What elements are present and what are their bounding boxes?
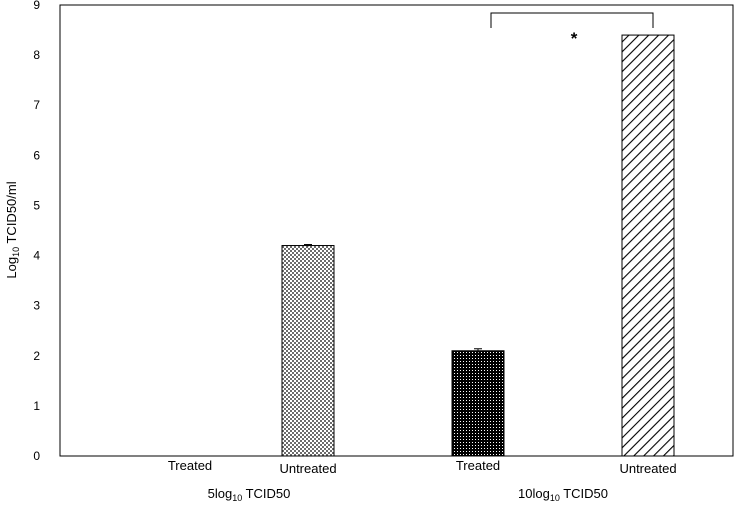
category-labels: Treated Untreated Treated Untreated: [168, 458, 677, 476]
group-labels: 5log10 TCID50 10log10 TCID50: [208, 486, 608, 503]
y-tick-label: 2: [33, 349, 40, 363]
bar: [451, 350, 505, 457]
bar: [281, 245, 335, 457]
group-label: 5log10 TCID50: [208, 486, 291, 503]
y-tick-label: 5: [33, 198, 40, 212]
category-label: Untreated: [279, 461, 336, 476]
svg-text:Log10 TCID50/ml: Log10 TCID50/ml: [4, 181, 21, 278]
y-tick-label: 9: [33, 0, 40, 12]
y-tick-label: 4: [33, 249, 40, 263]
y-axis-label: Log10 TCID50/ml: [4, 181, 21, 278]
significance-bracket: *: [490, 12, 654, 48]
y-tick-label: 0: [33, 449, 40, 463]
y-tick-label: 8: [33, 48, 40, 62]
category-label: Treated: [168, 458, 212, 473]
group-label: 10log10 TCID50: [518, 486, 608, 503]
y-axis-ticks: 0 1 2 3 4 5 6 7 8 9: [33, 0, 40, 463]
y-tick-label: 6: [33, 148, 40, 162]
y-tick-label: 3: [33, 299, 40, 313]
plot-area-frame: [59, 4, 734, 457]
significance-star: *: [571, 29, 578, 48]
category-label: Treated: [456, 458, 500, 473]
bar: [621, 34, 675, 457]
bars-layer: [281, 34, 675, 457]
y-tick-label: 7: [33, 98, 40, 112]
y-tick-label: 1: [33, 399, 40, 413]
category-label: Untreated: [619, 461, 676, 476]
